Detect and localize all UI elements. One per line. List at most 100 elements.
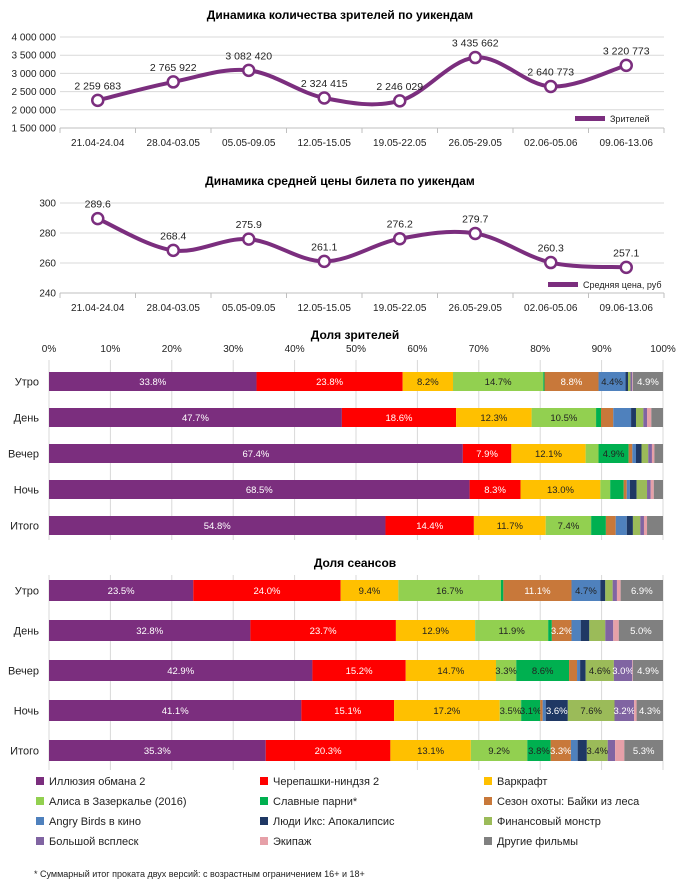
bar-segment bbox=[647, 480, 651, 499]
y-tick-label: 2 500 000 bbox=[12, 87, 57, 98]
footnote: * Суммарный итог проката двух версий: с … bbox=[34, 869, 365, 879]
legend-swatch bbox=[260, 797, 268, 805]
legend-swatch bbox=[484, 797, 492, 805]
bar-segment bbox=[632, 372, 633, 391]
bar-segment bbox=[618, 620, 663, 641]
legend-label: Черепашки-ниндзя 2 bbox=[273, 776, 379, 788]
bar-segment bbox=[598, 444, 629, 463]
bar-segment bbox=[521, 700, 541, 721]
legend-label: Иллюзия обмана 2 bbox=[49, 776, 145, 788]
bar-segment bbox=[651, 444, 655, 463]
bar-label: 3.2% bbox=[551, 626, 573, 637]
y-tick-label: 300 bbox=[39, 199, 56, 210]
bar-segment bbox=[612, 580, 617, 601]
data-point bbox=[468, 226, 482, 241]
bar-segment bbox=[527, 740, 551, 761]
bar-label: 14.4% bbox=[416, 521, 443, 532]
bar-label: 9.4% bbox=[359, 586, 381, 597]
bar-segment bbox=[620, 580, 663, 601]
bar-label: 3.8% bbox=[528, 746, 550, 757]
bar-label: 7.4% bbox=[558, 521, 580, 532]
data-point bbox=[544, 79, 558, 94]
bar-segment bbox=[647, 516, 663, 535]
bar-label: 12.3% bbox=[480, 413, 507, 424]
x-tick-label: 28.04-03.05 bbox=[147, 138, 201, 149]
bar-segment bbox=[551, 620, 572, 641]
bar-segment bbox=[540, 700, 543, 721]
bar-label: 42.9% bbox=[167, 666, 194, 677]
sessions-share-bars: Утро 23.5% 24.0% 9.4% 16.7% 11.1% 4.7% 6.9% День… bbox=[8, 580, 663, 761]
bar-segment bbox=[462, 444, 512, 463]
bar-segment bbox=[636, 700, 663, 721]
bar-label: 3.6% bbox=[546, 706, 568, 717]
x-tick-label: 40% bbox=[285, 344, 305, 355]
bar-segment bbox=[605, 516, 616, 535]
bar-segment bbox=[632, 660, 663, 681]
x-tick-label: 09.06-13.06 bbox=[600, 303, 654, 314]
bar-label: 10.5% bbox=[550, 413, 577, 424]
x-tick-label: 100% bbox=[650, 344, 676, 355]
legend-label: Варкрафт bbox=[497, 776, 547, 788]
bar-segment bbox=[256, 372, 403, 391]
bar-segment bbox=[49, 660, 313, 681]
bar-segment bbox=[545, 516, 592, 535]
bar-segment bbox=[628, 372, 631, 391]
bar-label: 32.8% bbox=[136, 626, 163, 637]
bar-segment bbox=[585, 444, 599, 463]
bar-segment bbox=[651, 408, 663, 427]
bar-label: 11.9% bbox=[499, 626, 526, 637]
bar-segment bbox=[629, 480, 637, 499]
data-point bbox=[468, 50, 482, 65]
bar-segment bbox=[545, 700, 568, 721]
bar-segment bbox=[312, 660, 406, 681]
bar-label: 41.1% bbox=[162, 706, 189, 717]
x-tick-label: 80% bbox=[530, 344, 550, 355]
data-point bbox=[91, 211, 105, 226]
legend-label: Сезон охоты: Байки из леса bbox=[497, 796, 640, 808]
bar-segment bbox=[647, 408, 652, 427]
data-label: 257.1 bbox=[613, 247, 639, 259]
bar-segment bbox=[49, 516, 386, 535]
bar-label: 24.0% bbox=[254, 586, 281, 597]
x-tick-label: 60% bbox=[407, 344, 427, 355]
legend-swatch bbox=[36, 817, 44, 825]
y-tick-label: 3 000 000 bbox=[12, 69, 57, 80]
bar-segment bbox=[550, 740, 571, 761]
bar-label: 14.7% bbox=[437, 666, 464, 677]
bar-label: 3.4% bbox=[586, 746, 608, 757]
bar-label: 5.0% bbox=[630, 626, 652, 637]
bar-segment bbox=[571, 620, 581, 641]
viewers-chart-title: Динамика количества зрителей по уикендам bbox=[207, 8, 474, 22]
viewers-y-ticks: 1 500 000 2 000 000 2 500 000 3 000 000 3 50… bbox=[12, 33, 57, 135]
bar-segment bbox=[49, 580, 194, 601]
bar-segment bbox=[610, 480, 624, 499]
data-point bbox=[242, 63, 256, 78]
bar-segment bbox=[49, 480, 470, 499]
data-point bbox=[91, 93, 105, 108]
x-tick-label: 26.05-29.05 bbox=[449, 303, 503, 314]
row-label: Ночь bbox=[14, 706, 40, 718]
data-point bbox=[619, 260, 633, 275]
price-data-labels: 289.6 268.4 275.9 261.1 276.2 279.7 260.3 257.1 bbox=[85, 199, 640, 260]
data-point bbox=[166, 75, 180, 89]
films-legend: Иллюзия обмана 2 Черепашки-ниндзя 2 Варкра… bbox=[36, 776, 640, 848]
bar-segment bbox=[635, 408, 644, 427]
bar-segment bbox=[632, 660, 633, 681]
x-tick-label: 02.06-05.06 bbox=[524, 303, 578, 314]
bar-segment bbox=[49, 620, 251, 641]
bar-label: 6.9% bbox=[631, 586, 653, 597]
bar-segment bbox=[643, 408, 648, 427]
x-tick-label: 19.05-22.05 bbox=[373, 138, 427, 149]
bar-segment bbox=[398, 580, 501, 601]
bar-segment bbox=[605, 580, 613, 601]
bar-segment bbox=[516, 660, 570, 681]
bar-segment bbox=[193, 580, 341, 601]
bar-label: 67.4% bbox=[242, 449, 269, 460]
bar-segment bbox=[571, 580, 601, 601]
bar-segment bbox=[499, 700, 522, 721]
bar-label: 7.9% bbox=[476, 449, 498, 460]
legend-label: Другие фильмы bbox=[497, 836, 578, 848]
legend-label: Angry Birds в кино bbox=[49, 816, 141, 828]
bar-segment bbox=[49, 700, 302, 721]
bar-segment bbox=[531, 408, 597, 427]
